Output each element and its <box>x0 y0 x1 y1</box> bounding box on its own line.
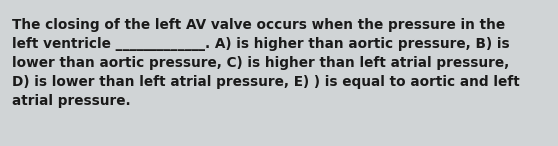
Text: lower than aortic pressure, C) is higher than left atrial pressure,: lower than aortic pressure, C) is higher… <box>12 56 509 70</box>
Text: atrial pressure.: atrial pressure. <box>12 94 131 108</box>
Text: D) is lower than left atrial pressure, E) ) is equal to aortic and left: D) is lower than left atrial pressure, E… <box>12 75 519 89</box>
Text: left ventricle _____________. A) is higher than aortic pressure, B) is: left ventricle _____________. A) is high… <box>12 37 509 51</box>
Text: The closing of the left AV valve occurs when the pressure in the: The closing of the left AV valve occurs … <box>12 18 505 32</box>
